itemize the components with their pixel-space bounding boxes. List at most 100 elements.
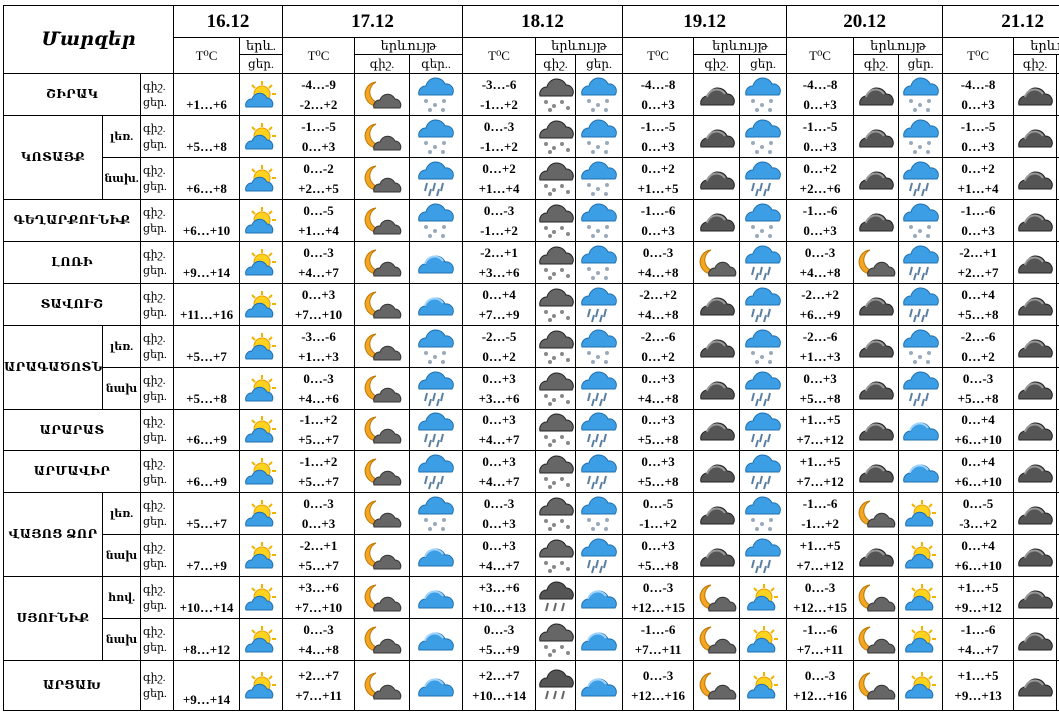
night-phenomenon-cell — [853, 576, 900, 619]
temp-cell: -1…-6 +7…+11 — [622, 618, 695, 661]
cloud-snow-icon — [411, 75, 462, 115]
temp-cell: +11…+16 — [173, 283, 241, 326]
dark-cloud-icon — [695, 291, 739, 319]
night-phenomenon-cell — [354, 325, 411, 368]
day-phenomenon-cell — [575, 283, 624, 326]
sun-cloud-icon — [241, 373, 282, 405]
moon-cloud-icon — [695, 581, 739, 615]
night-phenomenon-cell — [853, 534, 900, 577]
temp-cell: +6…+9 — [173, 409, 241, 451]
night-phenomenon-cell — [354, 450, 411, 493]
temp-cell: 0…+3 +4…+7 — [462, 450, 537, 493]
region-name: ԱՐԱՐԱՏ — [3, 409, 141, 451]
moon-cloud-icon — [356, 413, 409, 447]
night-phenomenon-cell — [535, 409, 577, 451]
phenomenon-cell — [239, 450, 284, 493]
temp-cell: 0…+3 +5…+8 — [622, 409, 695, 451]
day-phenomenon-cell — [898, 73, 944, 116]
table-row: նախ գիշ. ցեր. +7…+9 -2…+1 +5…+7 0…+3 +4…+7 0…+3 +… — [4, 534, 1059, 577]
sun-cloud-icon — [900, 582, 942, 614]
temp-cell: 0…-3 +4…+8 — [622, 241, 695, 284]
subregion-name: հով. — [102, 576, 141, 619]
region-name: ԱՐԱԳԱԾՈՏՆ — [3, 325, 103, 410]
sun-cloud-icon — [241, 121, 282, 153]
night-phenomenon-cell — [693, 409, 741, 451]
night-subheader: գիշ. — [693, 54, 741, 74]
night-phenomenon-cell — [853, 367, 900, 410]
day-phenomenon-cell — [898, 199, 944, 242]
cloud-snow-icon — [411, 327, 462, 367]
night-phenomenon-cell — [693, 283, 741, 326]
temp-cell: 0…+4 +5…+8 — [942, 283, 1015, 326]
day-phenomenon-cell — [739, 492, 788, 535]
night-subheader: գիշ. — [853, 54, 900, 74]
dark-cloud-rain-icon — [537, 667, 575, 705]
day-phenomenon-cell — [409, 618, 464, 661]
subregion-name: լեռ. — [102, 325, 141, 368]
region-name: ԼՈՌԻ — [3, 241, 141, 284]
dark-cloud-snow-icon — [537, 244, 575, 282]
sun-cloud-icon — [241, 670, 282, 702]
dark-cloud-icon — [695, 375, 739, 403]
night-phenomenon-cell — [535, 492, 577, 535]
night-phenomenon-cell — [535, 660, 577, 711]
moon-cloud-icon — [356, 246, 409, 280]
subregion-name: լեռ. — [102, 115, 141, 158]
phenomenon-cell — [239, 73, 284, 116]
phen-header: երևույթ — [853, 37, 944, 55]
night-phenomenon-cell — [693, 115, 741, 158]
temp-cell: 0…-3 +4…+6 — [282, 367, 356, 410]
dark-cloud-icon — [1015, 584, 1056, 612]
temp-cell: -2…+2 +4…+8 — [622, 283, 695, 326]
cloud-icon — [411, 584, 462, 612]
night-phenomenon-cell — [354, 534, 411, 577]
day-phenomenon-cell — [739, 241, 788, 284]
moon-cloud-icon — [356, 372, 409, 406]
table-row: ԱՐՑԱԽ գիշ. ցեր. +9…+14 +2…+7 +7…+11 +2…+7 +10…+… — [3, 660, 1059, 711]
night-phenomenon-cell — [1013, 241, 1058, 284]
dark-cloud-icon — [1015, 291, 1056, 319]
night-phenomenon-cell — [354, 115, 411, 158]
night-subheader: գիշ. — [1013, 54, 1058, 74]
phen-header: երևույթ — [693, 37, 788, 55]
dark-cloud-icon — [855, 375, 898, 403]
subregion-name: լեռ. — [102, 492, 141, 535]
table-row: ՏԱՎՈՒՇ գիշ. ցեր. +11…+16 0…+3 +7…+10 0…+4 +7…+9… — [3, 283, 1059, 326]
cloud-rain-icon — [741, 411, 786, 450]
sun-cloud-icon — [241, 163, 282, 195]
temp-cell: 0…+3 +5…+8 — [786, 367, 855, 410]
moon-cloud-icon — [855, 246, 898, 280]
temp-cell: +6…+10 — [173, 199, 241, 242]
temp-cell: +9…+14 — [173, 241, 241, 284]
day-subheader: ցեր. — [898, 54, 944, 74]
day-night-label: գիշ. ցեր. — [139, 367, 175, 410]
cloud-snow-icon — [411, 494, 462, 534]
table-row: ԳԵՂԱՐՔՈՒՆԻՔ գիշ. ցեր. +6…+10 0…-5 +1…+4 0…-3 -1… — [3, 199, 1059, 242]
night-phenomenon-cell — [354, 492, 411, 535]
temp-cell: 0…-3 0…+3 — [462, 492, 537, 535]
moon-cloud-icon — [356, 623, 409, 657]
night-phenomenon-cell — [535, 367, 577, 410]
phen-header: երև. — [239, 37, 284, 55]
cloud-icon — [900, 458, 942, 486]
cloud-snow-icon — [577, 201, 622, 241]
date-header: 19.12 — [622, 5, 788, 38]
temp-header: T⁰C — [622, 37, 695, 74]
night-phenomenon-cell — [693, 73, 741, 116]
table-row: նախ. գիշ. ցեր. +6…+8 0…-2 +2…+5 0…+2 +1…+4 0…+2 +… — [4, 157, 1059, 200]
dark-cloud-snow-icon — [537, 160, 575, 198]
date-header: 16.12 — [173, 5, 284, 38]
day-phenomenon-cell — [409, 73, 464, 116]
cloud-rain-icon — [411, 452, 462, 492]
table-row: ԿՈՏԱՅՔ լեռ. գիշ. ցեր. +5…+8 -1…-5 0…+3 0…-3 -1…+… — [3, 115, 1059, 200]
night-phenomenon-cell — [1013, 618, 1058, 661]
dark-cloud-icon — [695, 165, 739, 193]
moon-cloud-icon — [356, 539, 409, 573]
night-phenomenon-cell — [535, 241, 577, 284]
day-phenomenon-cell — [575, 492, 624, 535]
moon-cloud-icon — [356, 330, 409, 364]
dark-cloud-snow-icon — [537, 621, 575, 659]
night-phenomenon-cell — [1013, 157, 1058, 200]
day-night-label: գիշ. ցեր. — [139, 660, 175, 711]
forecast-table: Մարզեր 16.12 17.12 18.12 19.12 20.12 21.12 T⁰C ե… — [2, 5, 1059, 711]
